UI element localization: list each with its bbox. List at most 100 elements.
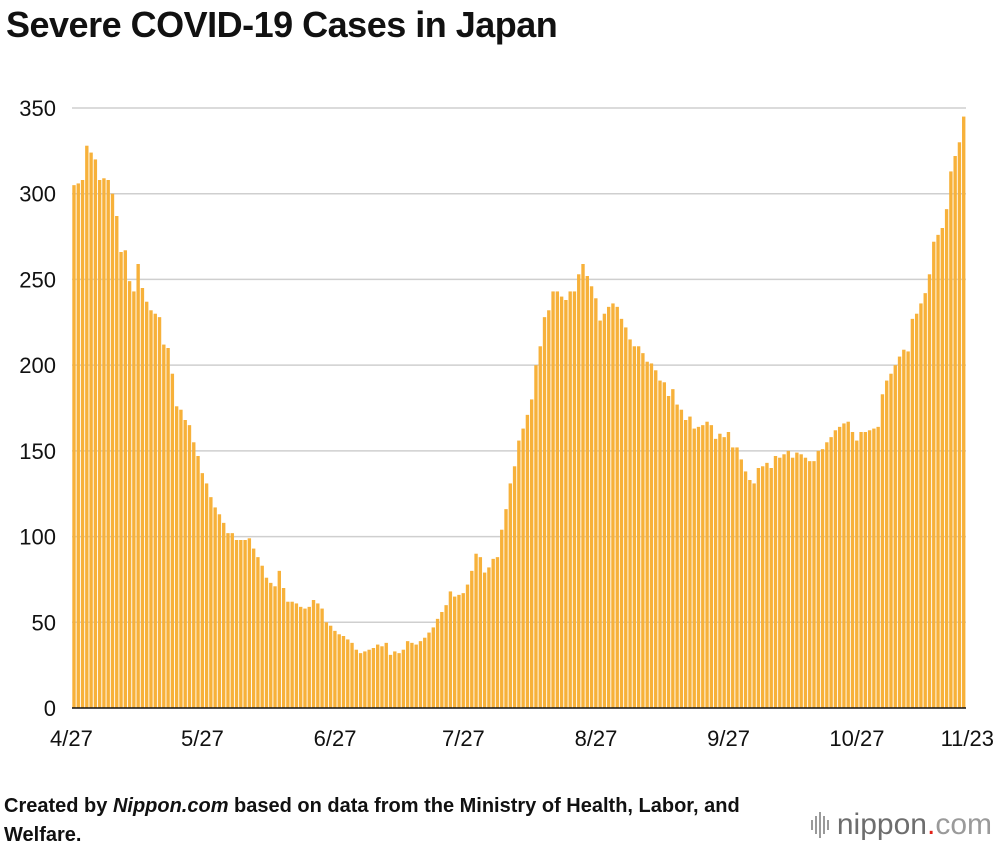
bar <box>645 361 649 708</box>
bar <box>534 365 538 708</box>
bar <box>303 608 307 708</box>
bar <box>110 193 115 708</box>
bar <box>962 116 966 709</box>
bar <box>833 430 838 708</box>
bar <box>863 432 868 708</box>
y-tick-label: 250 <box>19 267 56 292</box>
bar <box>876 426 880 708</box>
bar <box>705 421 709 708</box>
bar <box>286 601 290 708</box>
bar <box>401 649 406 708</box>
bar <box>632 346 637 708</box>
bar <box>889 373 893 708</box>
bar <box>696 426 701 708</box>
bar <box>187 425 192 708</box>
bar <box>662 382 666 708</box>
x-tick-label: 10/27 <box>829 726 884 751</box>
bar <box>564 300 568 708</box>
bar <box>636 346 641 708</box>
bar <box>778 457 782 708</box>
bar <box>435 618 440 708</box>
bar <box>692 428 696 708</box>
bar <box>542 317 547 708</box>
bar <box>739 459 743 708</box>
bar <box>598 320 602 708</box>
bar <box>508 483 512 708</box>
bar <box>803 457 808 708</box>
bar <box>619 318 624 708</box>
bar <box>474 553 478 708</box>
bar <box>444 605 448 708</box>
bar <box>914 313 919 708</box>
bar <box>594 298 598 708</box>
bar <box>893 365 897 708</box>
bar <box>354 649 358 708</box>
bar <box>200 473 205 708</box>
x-tick-label: 11/23 <box>941 726 994 751</box>
bar <box>97 180 102 708</box>
bar <box>782 454 786 708</box>
bar <box>491 558 495 708</box>
bar <box>658 380 662 708</box>
bar <box>906 351 910 708</box>
bar <box>487 567 491 708</box>
bar <box>812 461 816 708</box>
bar <box>577 274 581 708</box>
bars <box>72 116 966 709</box>
source-note-suffix: based on data from the Ministry of Healt… <box>4 795 740 846</box>
bar <box>448 591 453 708</box>
bar <box>328 625 333 708</box>
bar <box>944 209 949 708</box>
y-axis-tick-labels: 0 50 100 150 200 250 300 350 <box>19 96 56 721</box>
bar <box>880 394 885 708</box>
bar <box>294 603 299 708</box>
bar <box>72 185 76 709</box>
logo-main-text: nippon <box>836 808 927 841</box>
bar <box>393 651 397 708</box>
bar <box>825 442 829 708</box>
bar <box>239 540 243 708</box>
bar <box>701 425 705 708</box>
bar <box>495 557 500 708</box>
bar <box>115 216 119 708</box>
bar <box>440 612 444 708</box>
bar <box>859 432 863 708</box>
bar <box>431 627 435 708</box>
bar <box>521 428 525 708</box>
bar <box>572 291 577 708</box>
bar <box>269 582 273 708</box>
bar <box>760 466 765 708</box>
bar <box>311 600 316 708</box>
x-tick-label: 8/27 <box>575 726 618 751</box>
bar <box>123 250 128 709</box>
bar <box>808 461 812 708</box>
logo-bars-icon <box>810 812 829 838</box>
logo-suffix-text: com <box>935 808 992 841</box>
bar <box>204 483 209 708</box>
bar <box>547 310 551 708</box>
bar <box>927 274 932 708</box>
bar <box>829 437 833 708</box>
bar <box>76 183 80 708</box>
bar <box>457 594 461 708</box>
bar <box>119 252 123 708</box>
bar <box>213 507 217 708</box>
source-note: Created by Nippon.com based on data from… <box>4 792 764 850</box>
bar <box>149 310 153 708</box>
bar <box>102 178 106 709</box>
y-tick-label: 50 <box>32 610 56 635</box>
bar <box>666 396 671 708</box>
bar <box>940 228 945 708</box>
bar <box>722 437 726 708</box>
bar <box>602 313 607 708</box>
x-tick-label: 4/27 <box>50 726 93 751</box>
bar <box>842 423 846 708</box>
bar <box>337 634 341 708</box>
bar <box>256 557 260 708</box>
bar <box>461 593 465 708</box>
bar <box>346 639 350 708</box>
bar <box>731 447 735 708</box>
bar <box>675 404 679 708</box>
bar <box>769 468 773 708</box>
bar <box>478 557 483 708</box>
